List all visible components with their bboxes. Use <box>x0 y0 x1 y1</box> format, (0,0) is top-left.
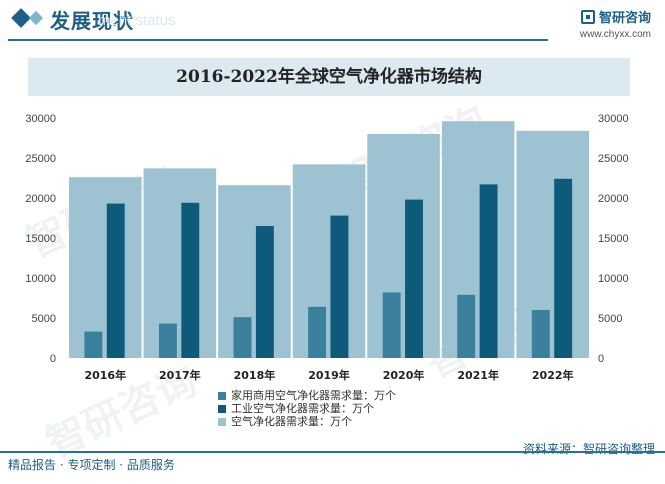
bar-total <box>367 134 440 358</box>
legend-label: 工业空气净化器需求量：万个 <box>231 402 374 415</box>
footer-divider <box>0 451 665 453</box>
y-tick-label-left: 5000 <box>32 313 56 325</box>
page-subtitle-ghost: ment status <box>98 12 176 29</box>
page-title: 发展现状 <box>50 9 134 33</box>
chart-title-bar: 2016-2022年全球空气净化器市场结构 <box>28 58 630 96</box>
bar-household <box>233 317 252 358</box>
brand-url: www.chyxx.com <box>579 29 651 40</box>
y-tick-label-right: 5000 <box>598 313 622 325</box>
brand-logo-icon <box>580 9 595 24</box>
bar-total <box>516 130 589 358</box>
legend-swatch <box>218 418 226 426</box>
legend-swatch <box>218 405 226 413</box>
legend-label: 家用商用空气净化器需求量：万个 <box>231 389 396 402</box>
bar-industrial <box>330 215 349 358</box>
chart-legend: 家用商用空气净化器需求量：万个 工业空气净化器需求量：万个 空气净化器需求量：万… <box>218 389 396 428</box>
legend-item: 家用商用空气净化器需求量：万个 <box>218 389 396 402</box>
brand-name: 智研咨询 <box>598 11 651 26</box>
y-tick-label-left: 25000 <box>25 153 56 165</box>
bar-household <box>84 331 103 358</box>
y-tick-label-left: 20000 <box>25 193 56 205</box>
bar-household <box>531 310 550 358</box>
y-tick-label-right: 10000 <box>598 273 629 285</box>
x-tick-label: 2022年 <box>532 368 574 382</box>
x-tick-label: 2019年 <box>308 368 350 382</box>
brand: 智研咨询 www.chyxx.com <box>580 6 651 40</box>
x-tick-label: 2020年 <box>383 368 425 382</box>
bar-household <box>457 294 476 358</box>
bar-household <box>308 306 327 358</box>
bar-household <box>382 292 401 358</box>
bar-industrial <box>181 202 200 358</box>
y-tick-label-right: 0 <box>598 353 604 365</box>
page-header: 发展现状 ment status 智研咨询 www.chyxx.com <box>0 0 665 42</box>
y-tick-label-right: 25000 <box>598 153 629 165</box>
x-tick-label: 2017年 <box>159 368 201 382</box>
bar-total <box>218 185 291 358</box>
bar-total <box>441 121 515 358</box>
bar-industrial <box>405 199 423 358</box>
bar-industrial <box>479 184 498 358</box>
header-divider <box>8 39 548 41</box>
legend-item: 工业空气净化器需求量：万个 <box>218 402 396 415</box>
y-tick-label-right: 30000 <box>598 113 629 125</box>
x-tick-label: 2016年 <box>84 368 126 382</box>
y-tick-label-left: 0 <box>50 353 56 365</box>
bar-total <box>143 168 217 358</box>
bar-industrial <box>106 203 125 358</box>
legend-label: 空气净化器需求量：万个 <box>231 415 352 428</box>
bar-industrial <box>554 178 573 358</box>
y-tick-label-left: 30000 <box>25 113 56 125</box>
y-tick-label-right: 20000 <box>598 193 629 205</box>
bar-total <box>292 164 366 358</box>
chart-title: 2016-2022年全球空气净化器市场结构 <box>176 67 482 87</box>
source-note: 资料来源：智研咨询整理 <box>522 442 655 456</box>
footer-slogan: 精品报告 · 专项定制 · 品质服务 <box>8 458 175 472</box>
x-tick-label: 2018年 <box>234 368 276 382</box>
x-tick-label: 2021年 <box>457 368 499 382</box>
bar-household <box>158 323 177 358</box>
bar-total <box>69 177 142 358</box>
y-tick-label-left: 10000 <box>25 273 56 285</box>
y-tick-label-left: 15000 <box>25 233 56 245</box>
legend-swatch <box>218 392 226 400</box>
legend-item: 空气净化器需求量：万个 <box>218 415 396 428</box>
bar-industrial <box>255 226 274 358</box>
y-tick-label-right: 15000 <box>598 233 629 245</box>
